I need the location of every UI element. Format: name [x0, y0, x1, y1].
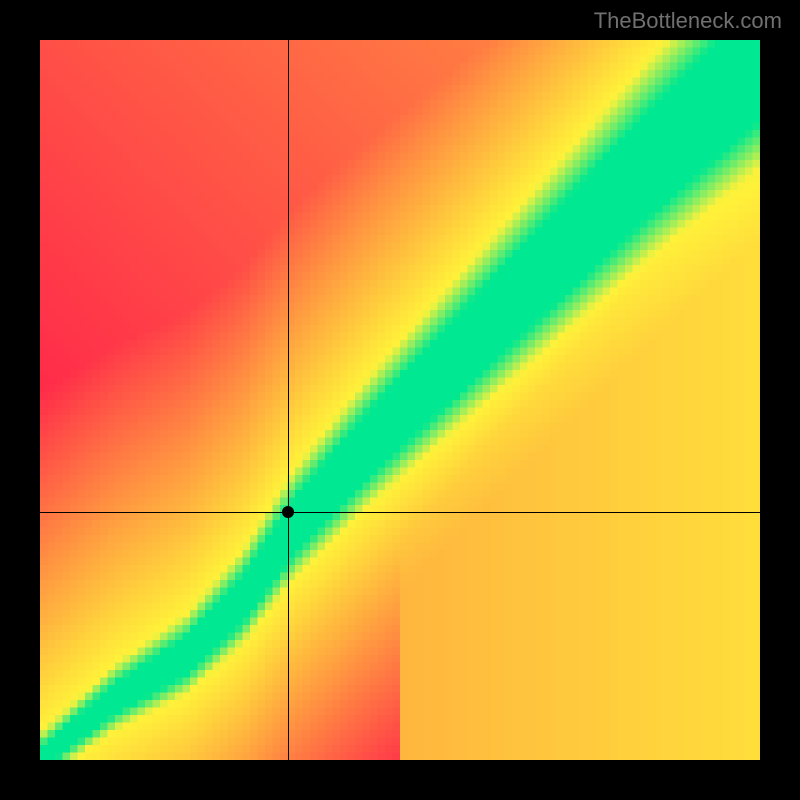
- bottleneck-heatmap: [40, 40, 760, 760]
- heatmap-canvas: [40, 40, 760, 760]
- crosshair-horizontal: [40, 512, 760, 513]
- watermark-text: TheBottleneck.com: [594, 8, 782, 34]
- crosshair-vertical: [288, 40, 289, 760]
- data-point-marker: [282, 506, 294, 518]
